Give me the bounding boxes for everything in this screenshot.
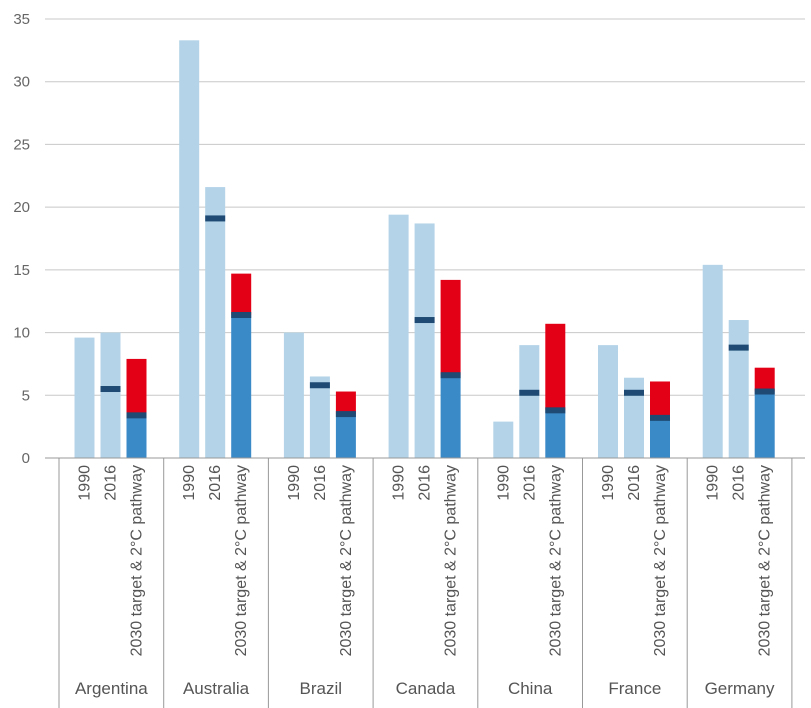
bar-2030-target (126, 358, 147, 416)
bar-2030-target (440, 279, 461, 376)
bar-category-label: 1990 (705, 465, 722, 501)
country-label: Brazil (299, 679, 342, 698)
country-label: Australia (183, 679, 250, 698)
bar-2c-pathway (545, 410, 566, 458)
bar-category-label: 1990 (286, 465, 303, 501)
y-axis-ticks: 0 5 10 15 20 25 30 35 (13, 11, 30, 467)
bar-1990 (179, 40, 200, 459)
y-tick-label: 25 (13, 136, 30, 153)
bar-1990 (702, 264, 723, 458)
bar-category-label: 2016 (312, 465, 329, 501)
country-label: Canada (396, 679, 456, 698)
y-tick-label: 30 (13, 74, 30, 91)
bar-2030-target (754, 367, 775, 392)
bar-2c-pathway (231, 315, 252, 458)
y-tick-label: 15 (13, 262, 30, 279)
bar-2c-pathway (126, 415, 147, 458)
x-axis (45, 457, 805, 708)
bar-category-label: 2030 target & 2°C pathway (338, 465, 355, 656)
bar-2016 (414, 223, 435, 458)
bar-2016 (309, 376, 330, 458)
x-axis-labels: 1990 2016 2030 target & 2°C pathway Argenti… (75, 465, 775, 698)
bar-1990 (74, 337, 95, 458)
bar-category-label: 2030 target & 2°C pathway (443, 465, 460, 656)
bar-2016 (100, 332, 121, 458)
bar-category-label: 2016 (731, 465, 748, 501)
bar-pathway-marker (754, 388, 775, 395)
bar-category-label: 2030 target & 2°C pathway (547, 465, 564, 656)
country-label: China (508, 679, 553, 698)
bar-1990 (598, 345, 618, 458)
bar-category-label: 2016 (626, 465, 643, 501)
bars (74, 40, 775, 459)
y-tick-label: 20 (13, 199, 30, 216)
bar-category-label: 2016 (521, 465, 538, 501)
bar-2c-pathway (335, 414, 356, 458)
y-tick-label: 0 (22, 450, 30, 467)
bar-category-label: 2030 target & 2°C pathway (652, 465, 669, 656)
bar-category-label: 2016 (417, 465, 434, 501)
bar-category-label: 2016 (103, 465, 120, 501)
bar-2016-marker (205, 215, 226, 222)
bar-2030-target (231, 273, 252, 316)
bar-2030-target (650, 381, 670, 418)
bar-2016-marker (728, 344, 749, 351)
bar-2c-pathway (754, 391, 775, 458)
bar-2016 (205, 187, 226, 458)
bar-2016 (519, 345, 540, 458)
bar-2016-marker (519, 389, 540, 396)
country-label: Germany (705, 679, 775, 698)
bar-pathway-marker (440, 372, 461, 379)
bar-pathway-marker (126, 412, 147, 419)
bar-pathway-marker (545, 407, 566, 414)
y-tick-label: 5 (22, 387, 30, 404)
country-label: Argentina (75, 679, 148, 698)
y-tick-label: 35 (13, 11, 30, 28)
bar-2016 (728, 320, 749, 458)
bar-2030-target (335, 391, 356, 415)
bar-category-label: 1990 (495, 465, 512, 501)
bar-2030-target (545, 323, 566, 411)
bar-2c-pathway (650, 417, 670, 458)
bar-2c-pathway (440, 375, 461, 458)
bar-1990 (493, 421, 514, 458)
bar-category-label: 1990 (600, 465, 617, 501)
bar-category-label: 1990 (77, 465, 94, 501)
bar-category-label: 2016 (207, 465, 224, 501)
bar-pathway-marker (231, 312, 252, 319)
bar-2016-marker (100, 386, 121, 393)
bar-2016-marker (414, 317, 435, 324)
country-label: France (608, 679, 661, 698)
bar-pathway-marker (650, 414, 670, 421)
bar-category-label: 1990 (181, 465, 198, 501)
bar-2016-marker (624, 389, 644, 396)
bar-category-label: 1990 (391, 465, 408, 501)
bar-category-label: 2030 target & 2°C pathway (757, 465, 774, 656)
bar-1990 (283, 332, 304, 458)
bar-1990 (388, 214, 409, 458)
bar-category-label: 2030 target & 2°C pathway (129, 465, 146, 656)
bar-category-label: 2030 target & 2°C pathway (233, 465, 250, 656)
bar-pathway-marker (335, 411, 356, 418)
y-tick-label: 10 (13, 325, 30, 342)
bar-2016 (624, 377, 644, 458)
bar-2016-marker (309, 382, 330, 389)
